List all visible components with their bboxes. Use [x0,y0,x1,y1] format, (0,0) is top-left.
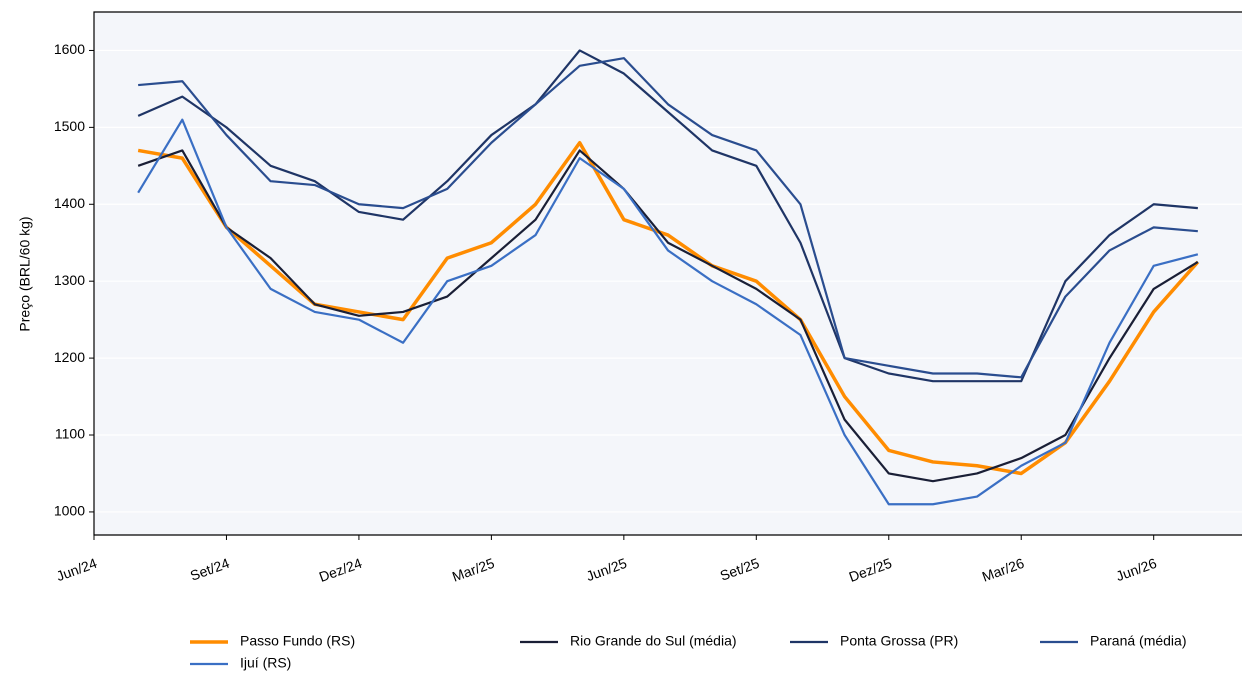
x-tick-label: Mar/26 [980,555,1027,585]
series-line [138,57,1198,379]
y-tick-label: 1100 [55,426,85,442]
legend-label: Ijuí (RS) [240,655,291,671]
x-tick-label: Jun/24 [54,555,99,584]
y-tick-label: 1600 [54,41,85,57]
x-tick-label: Dez/24 [317,555,364,585]
x-tick-label: Set/24 [188,555,232,584]
legend-label: Passo Fundo (RS) [240,633,355,649]
plot-area [94,12,1242,535]
x-tick-label: Dez/25 [847,555,894,585]
axes-frame [93,11,1242,536]
x-tick-label: Jun/25 [584,555,629,584]
y-axis-label: Preço (BRL/60 kg) [17,216,33,331]
series-line [137,118,1199,506]
legend-label: Rio Grande do Sul (média) [570,633,737,649]
series-line [137,49,1198,383]
x-tick-label: Mar/25 [450,555,497,585]
legend-label: Paraná (média) [1090,633,1187,649]
y-tick-label: 1400 [54,195,85,211]
x-tick-label: Set/25 [718,555,762,584]
series-line [137,149,1199,483]
legend-label: Ponta Grossa (PR) [840,633,958,649]
y-tick-label: 1000 [54,503,85,519]
y-tick-label: 1300 [54,272,85,288]
x-tick-label: Jun/26 [1114,555,1159,584]
y-tick-label: 1200 [54,349,85,365]
y-tick-label: 1500 [54,118,85,134]
